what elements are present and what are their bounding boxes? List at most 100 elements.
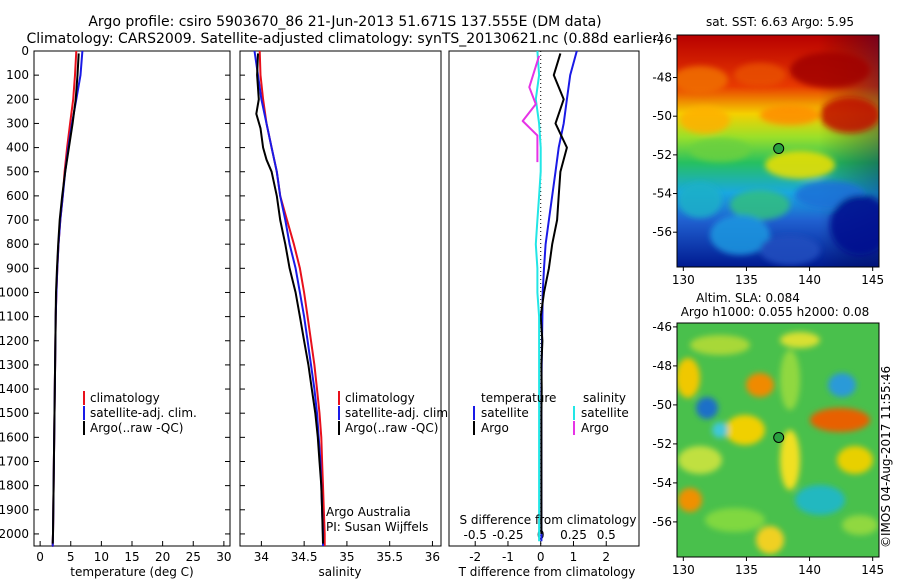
y-tick-label: -54 — [652, 187, 672, 201]
y-tick-label: 1700 — [0, 454, 29, 468]
y-tick-label: -52 — [652, 148, 672, 162]
x-tick-label: 35 — [339, 550, 354, 564]
x-tick-label: 135 — [735, 273, 758, 287]
x-tick-label: 0 — [537, 550, 545, 564]
sst-map-ticks: 130 135 140 145 -46 -48 -50 -52 -54 -56 — [652, 32, 884, 287]
y-tick-label: 100 — [6, 68, 29, 82]
difference-top-label: S difference from climatology — [460, 513, 637, 527]
x-tick-label: 140 — [798, 273, 821, 287]
temperature-y-ticks: 0 100 200 300 400 500 600 700 800 900 1000 1100 1200… — [0, 44, 230, 541]
y-tick-label: 300 — [6, 116, 29, 130]
figure-title-line2: Climatology: CARS2009. Satellite-adjuste… — [26, 31, 663, 47]
y-tick-label: 2000 — [0, 527, 29, 541]
series-line-argo-raw-qc — [51, 53, 80, 544]
sst-map-title: sat. SST: 6.63 Argo: 5.95 — [706, 15, 854, 29]
y-tick-label: 700 — [6, 213, 29, 227]
x-tick-label: 36 — [425, 550, 440, 564]
x-tick-label: 35.5 — [376, 550, 403, 564]
salinity-note-pi: PI: Susan Wijffels — [326, 520, 428, 534]
salinity-xlabel: salinity — [318, 565, 361, 579]
y-tick-label: -50 — [652, 109, 672, 123]
difference-panel: -0.5 -0.25 0 0.25 0.5 -2 -1 0 1 2 temperature sa… — [448, 50, 640, 579]
legend-label-temp-satellite: satellite — [481, 406, 529, 420]
y-tick-label: -50 — [652, 398, 672, 412]
x-tick-label: 145 — [861, 563, 884, 577]
temperature-axes-frame — [33, 50, 231, 547]
sla-map-profile-marker — [773, 431, 785, 443]
legend-label-climatology: climatology — [345, 391, 415, 405]
sla-map-ticks: 130 135 140 145 -46 -48 -50 -52 -54 -56 — [652, 320, 884, 577]
series-line-salinity-argo — [521, 55, 541, 163]
y-tick-label: 1500 — [0, 406, 29, 420]
x-tick-label: 130 — [672, 563, 695, 577]
sst-map-profile-marker — [773, 143, 785, 155]
x-tick-label: 34.5 — [291, 550, 318, 564]
temperature-x-ticks: 0 5 10 15 20 25 30 — [36, 541, 232, 564]
y-tick-label: 500 — [6, 165, 29, 179]
top-tick-label: 0.25 — [560, 528, 587, 542]
temperature-legend: climatology satellite-adj. clim. Argo(..… — [83, 391, 197, 435]
difference-top-ticks: -0.5-0.2500.250.5 — [463, 528, 615, 542]
y-tick-label: -56 — [652, 515, 672, 529]
x-tick-label: 2 — [602, 550, 610, 564]
sla-map-title-line1: Altim. SLA: 0.084 — [696, 291, 800, 305]
legend-label-satellite: satellite-adj. clim. — [345, 406, 452, 420]
sst-map-frame — [676, 34, 880, 268]
legend-header-salinity: salinity — [583, 391, 626, 405]
y-tick-label: -52 — [652, 437, 672, 451]
y-tick-label: -48 — [652, 71, 672, 85]
legend-label-satellite: satellite-adj. clim. — [90, 406, 197, 420]
x-tick-label: -2 — [469, 550, 481, 564]
y-tick-label: 1900 — [0, 503, 29, 517]
legend-label-sal-argo: Argo — [581, 421, 609, 435]
series-line-salinity-satellite — [534, 50, 542, 542]
x-tick-label: 10 — [94, 550, 109, 564]
y-tick-label: 200 — [6, 92, 29, 106]
temperature-panel: 0100200300400500600700800900100011001200… — [0, 44, 232, 579]
y-tick-label: 1100 — [0, 310, 29, 324]
salinity-x-ticks: 34 34.5 35 35.5 36 — [240, 50, 440, 564]
sla-map-panel: Altim. SLA: 0.084 Argo h1000: 0.055 h200… — [652, 291, 884, 577]
x-tick-label: 34 — [254, 550, 269, 564]
y-tick-label: 600 — [6, 189, 29, 203]
legend-label-climatology: climatology — [90, 391, 160, 405]
x-tick-label: 5 — [67, 550, 75, 564]
x-tick-label: 135 — [735, 563, 758, 577]
legend-label-temp-argo: Argo — [481, 421, 509, 435]
legend-label-argo: Argo(..raw -QC) — [345, 421, 438, 435]
x-tick-label: 25 — [186, 550, 201, 564]
legend-header-temperature: temperature — [481, 391, 556, 405]
series-line-temperature-argo — [539, 53, 568, 534]
x-tick-label: 0 — [36, 550, 44, 564]
y-tick-label: 1600 — [0, 430, 29, 444]
y-tick-label: 800 — [6, 237, 29, 251]
x-tick-label: 30 — [216, 550, 231, 564]
top-tick-label: 0.5 — [597, 528, 616, 542]
salinity-lines — [253, 50, 326, 546]
top-tick-label: -0.25 — [492, 528, 523, 542]
x-tick-label: 15 — [124, 550, 139, 564]
y-tick-label: -48 — [652, 359, 672, 373]
difference-lines — [521, 50, 578, 542]
y-tick-label: -54 — [652, 476, 672, 490]
sla-map-title-line2: Argo h1000: 0.055 h2000: 0.08 — [681, 305, 870, 319]
series-line-argo-raw-qc — [255, 53, 324, 544]
x-tick-label: 20 — [155, 550, 170, 564]
salinity-panel: 34 34.5 35 35.5 36 climatology satellite-adj… — [239, 50, 452, 579]
salinity-legend: climatology satellite-adj. clim. Argo(..… — [338, 391, 452, 435]
y-tick-label: 0 — [21, 44, 29, 58]
x-tick-label: 1 — [570, 550, 578, 564]
y-tick-label: 1000 — [0, 285, 29, 299]
y-tick-label: 1200 — [0, 334, 29, 348]
y-tick-label: -46 — [652, 32, 672, 46]
sst-map-panel: sat. SST: 6.63 Argo: 5.95 — [652, 15, 884, 287]
difference-xlabel: T difference from climatology — [458, 565, 636, 579]
x-tick-label: -1 — [502, 550, 514, 564]
legend-label-argo: Argo(..raw -QC) — [90, 421, 183, 435]
y-tick-label: 1800 — [0, 479, 29, 493]
salinity-note-program: Argo Australia — [326, 505, 411, 519]
y-tick-label: 900 — [6, 261, 29, 275]
temperature-lines — [51, 50, 84, 547]
